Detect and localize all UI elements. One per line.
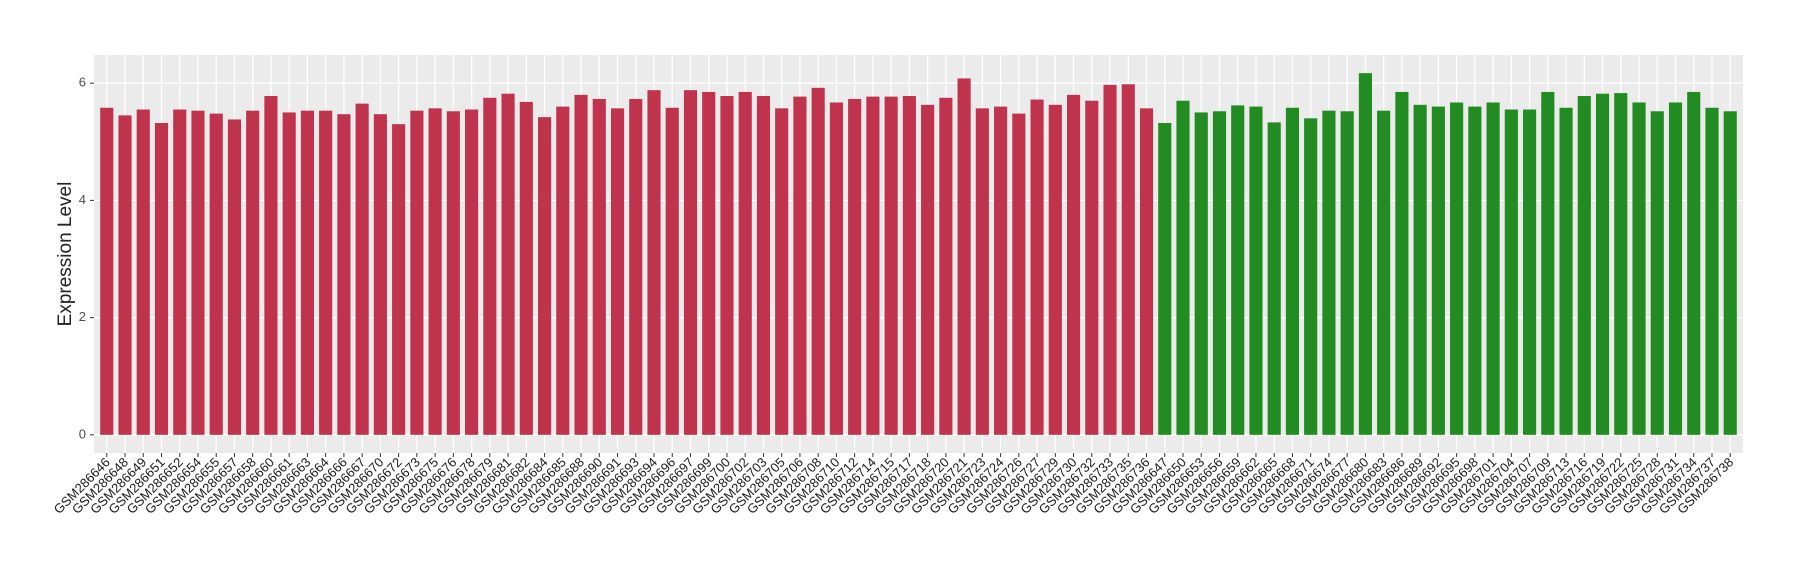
bar [1468, 106, 1482, 435]
bar [501, 93, 515, 435]
bar [1541, 91, 1555, 435]
bar [647, 90, 661, 435]
bar [1450, 102, 1464, 435]
bar [319, 110, 333, 435]
plot-panel [94, 55, 1743, 453]
bar [556, 106, 570, 435]
bar [994, 106, 1008, 435]
y-axis-title: Expression Level [55, 182, 76, 327]
bar [465, 109, 479, 435]
y-tick-label: 4 [79, 192, 86, 207]
bar [1194, 112, 1208, 435]
bar [537, 117, 552, 435]
bar [1267, 122, 1281, 435]
bar [337, 114, 351, 435]
bar [756, 96, 771, 435]
bar [1231, 105, 1245, 435]
bar [483, 97, 497, 435]
bar [1121, 84, 1135, 435]
bar [1103, 84, 1117, 435]
bar [355, 103, 369, 435]
bar [866, 96, 880, 435]
bar [1139, 108, 1154, 435]
bar [519, 101, 533, 435]
bar [921, 104, 935, 435]
bar [1559, 107, 1573, 435]
bar [154, 122, 169, 435]
bar [1358, 73, 1372, 435]
bar [738, 91, 752, 435]
bar [1395, 91, 1409, 435]
bar [1705, 107, 1719, 435]
bar [1322, 110, 1336, 435]
bar [629, 98, 643, 435]
bar [775, 108, 789, 435]
y-tick-label: 6 [79, 75, 86, 90]
bar [264, 96, 278, 435]
bar [1066, 94, 1081, 435]
bar [1504, 109, 1518, 435]
bar [1413, 104, 1427, 435]
bar [884, 96, 898, 435]
bar [939, 97, 953, 435]
bar [1012, 113, 1026, 435]
bar [1340, 111, 1354, 435]
bar [1523, 109, 1537, 435]
bar [829, 102, 843, 435]
bar [1687, 91, 1701, 435]
bar [975, 108, 989, 435]
y-tick-label: 0 [79, 426, 86, 441]
bar [1577, 96, 1591, 435]
bar [1249, 106, 1263, 435]
bar [300, 110, 314, 435]
bar [1632, 102, 1646, 435]
bar [957, 78, 971, 435]
bar [683, 90, 698, 435]
bar [811, 87, 825, 435]
bar [793, 96, 807, 435]
bar [282, 112, 296, 435]
bar [1486, 102, 1500, 435]
bar [1668, 102, 1683, 435]
bar [227, 119, 242, 435]
bar [574, 94, 588, 435]
bar [665, 107, 679, 435]
bar [373, 114, 387, 435]
bar [173, 109, 187, 435]
bar [100, 107, 114, 435]
bar [1304, 118, 1318, 435]
bar [1212, 111, 1227, 435]
bar [428, 108, 442, 435]
bar [1614, 93, 1628, 435]
bar [392, 124, 406, 435]
bar [1158, 122, 1172, 435]
bar [1176, 100, 1190, 435]
bar [136, 109, 150, 435]
bar [446, 111, 460, 435]
bar [118, 115, 132, 435]
bar [1595, 93, 1610, 435]
bar [720, 96, 734, 435]
bar [902, 96, 916, 435]
bar [1048, 104, 1062, 435]
bar [1723, 111, 1737, 435]
bar [410, 110, 424, 435]
y-tick-label: 2 [79, 309, 86, 324]
bar [1030, 99, 1044, 435]
bar [702, 91, 716, 435]
bar [1431, 106, 1445, 435]
bar [246, 110, 260, 435]
bar [1377, 110, 1391, 435]
bar [610, 108, 625, 435]
bar [1285, 107, 1300, 435]
bar [1085, 100, 1099, 435]
bar [209, 113, 223, 435]
bar [1650, 111, 1664, 435]
bar [592, 98, 606, 435]
bar [848, 98, 862, 435]
bar [191, 110, 205, 435]
